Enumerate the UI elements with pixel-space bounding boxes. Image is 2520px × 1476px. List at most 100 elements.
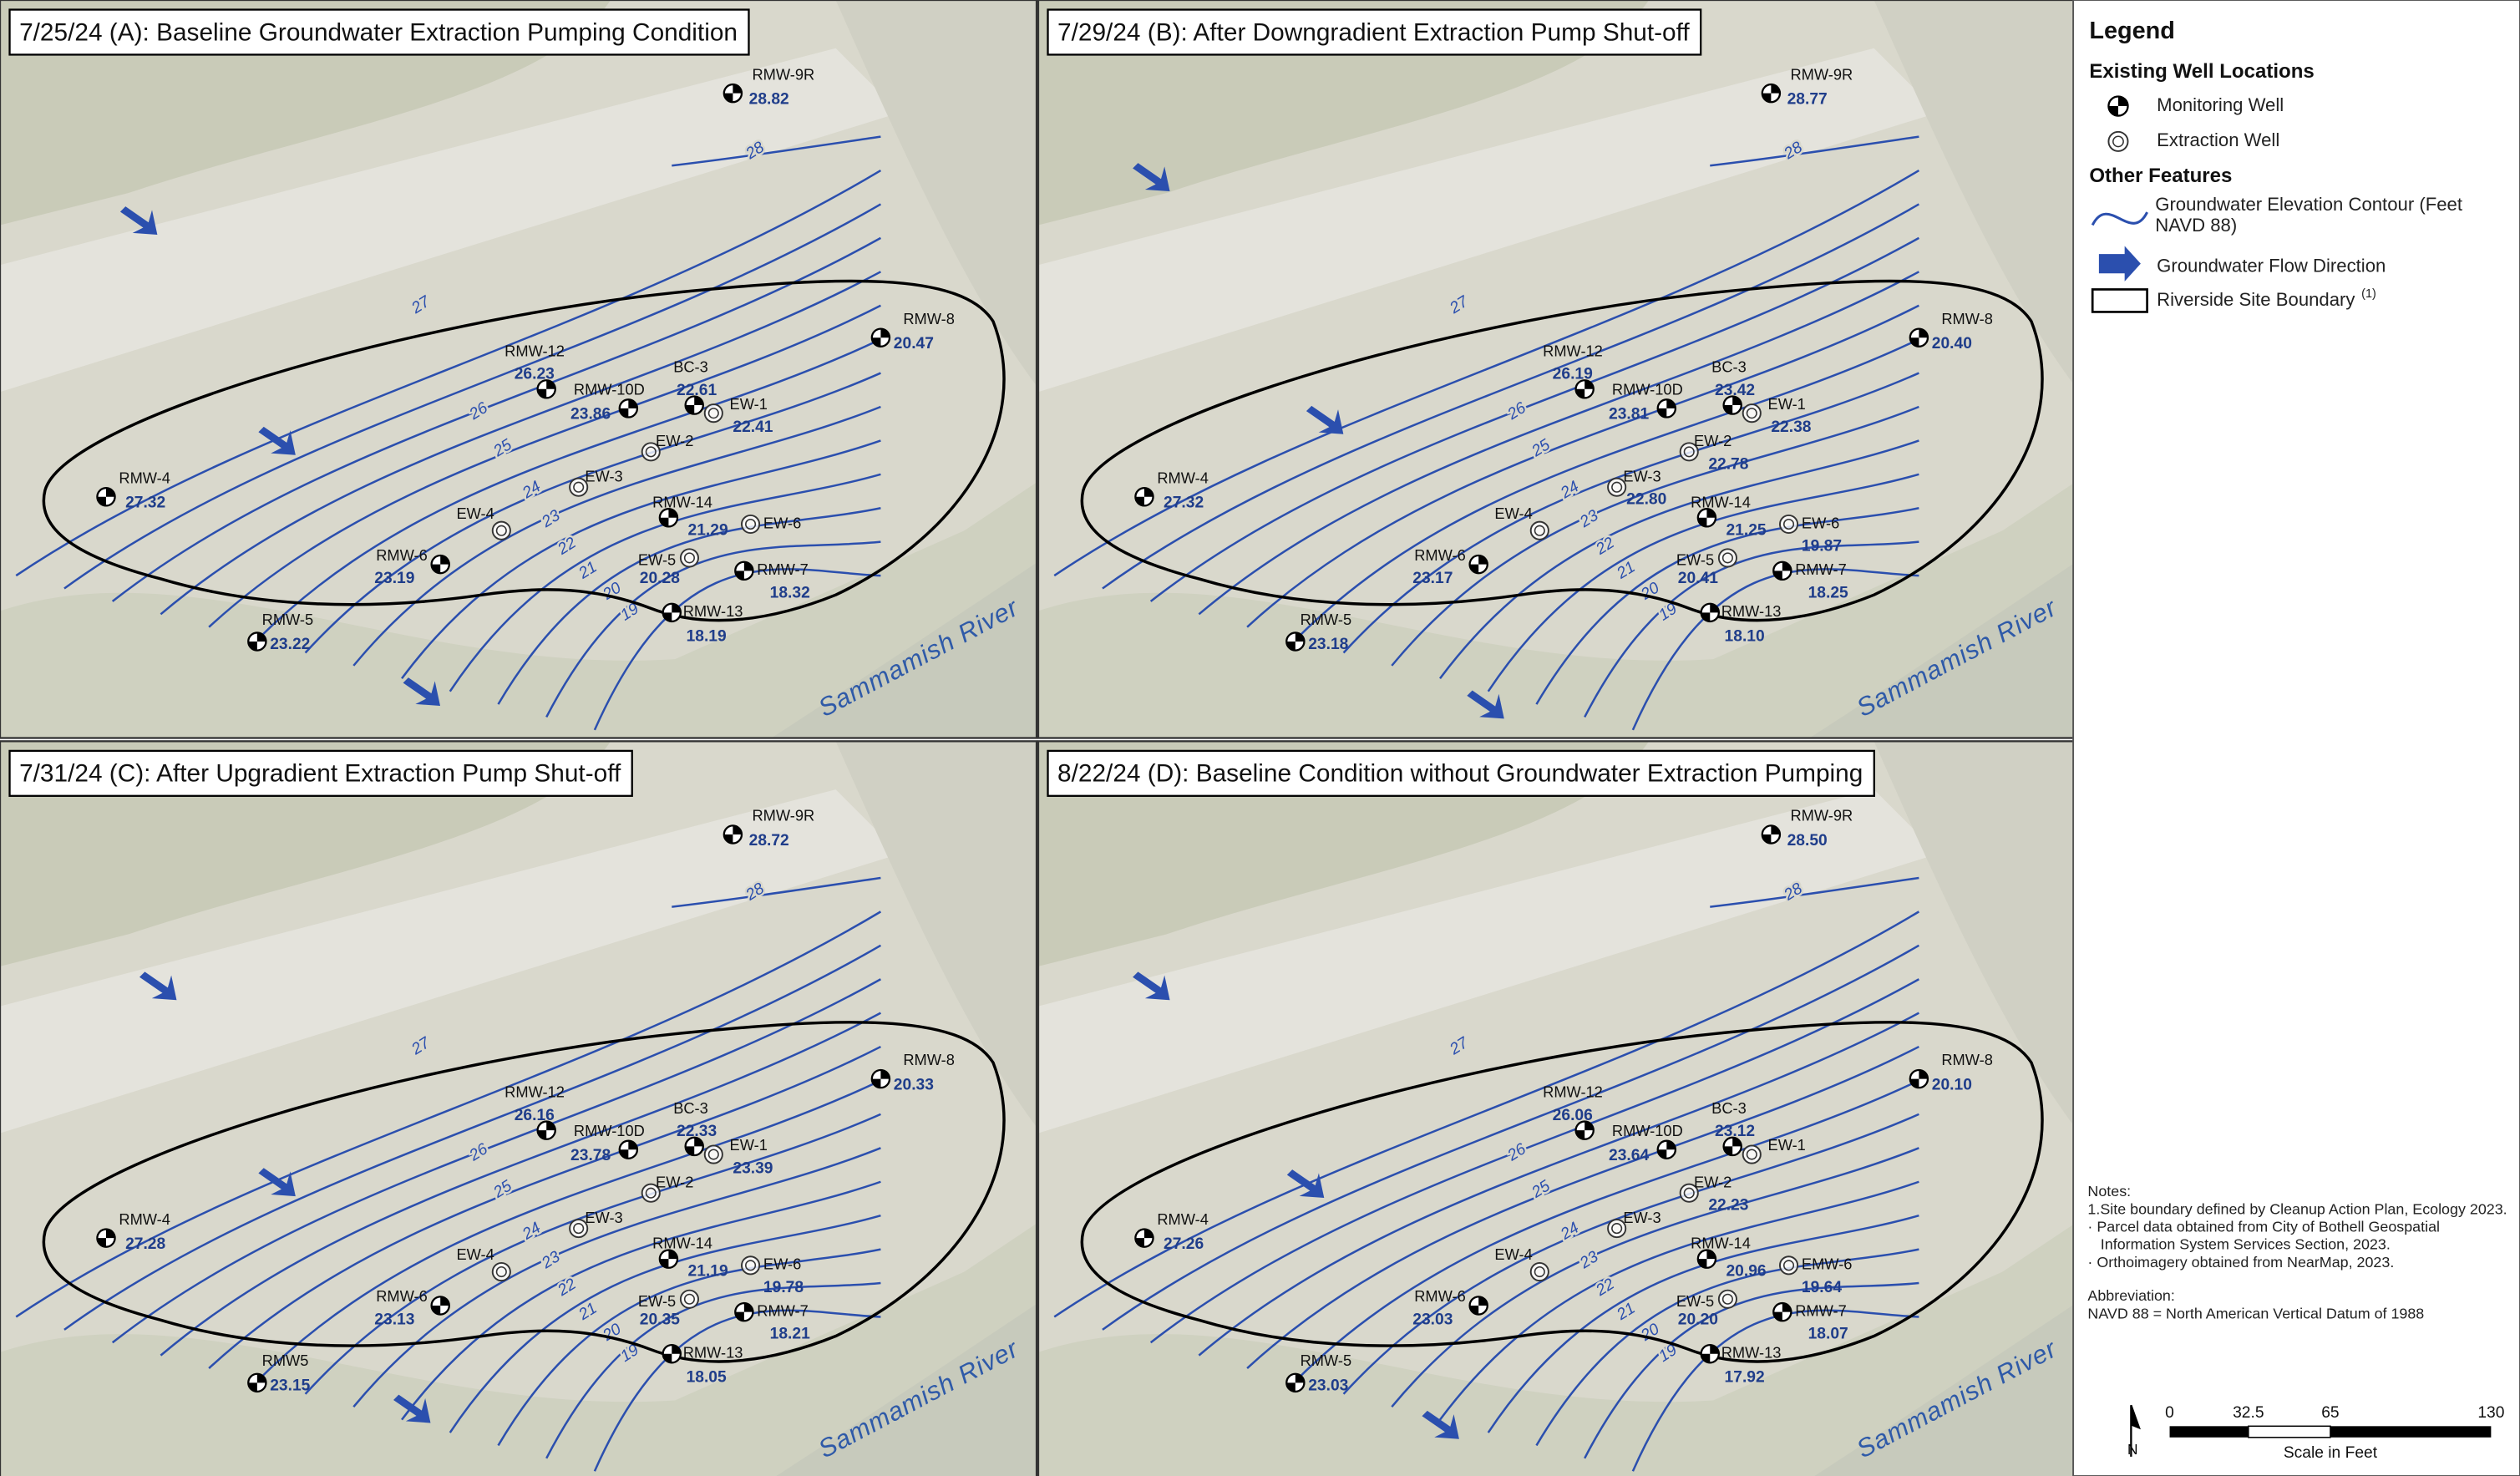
well-name: RMW-7	[1795, 1301, 1847, 1319]
well-value: 23.42	[1715, 382, 1755, 399]
river-bank	[776, 1304, 1037, 1476]
flow-arrow	[258, 1168, 296, 1197]
well-name: EW-4	[1494, 505, 1532, 522]
well-name: EW-2	[656, 1174, 693, 1191]
well-name: BC-3	[673, 1099, 708, 1117]
well-name: RMW-7	[1795, 560, 1847, 578]
contour-line	[63, 203, 882, 590]
well-name: EW-6	[763, 1255, 801, 1273]
well-name: EW-1	[730, 1136, 768, 1154]
contour-line	[1535, 507, 1919, 705]
legend-label: Extraction Well	[2157, 129, 2279, 150]
legend-label-box: Groundwater Elevation Contour (Feet NAVD…	[2155, 196, 2462, 236]
well-quarters	[1575, 380, 1594, 398]
well-name: RMW-5	[262, 611, 314, 628]
well-name: RMW-6	[376, 1287, 428, 1305]
well-quarters	[1701, 1345, 1719, 1363]
well-value: 20.28	[640, 570, 680, 587]
well-name: RMW-9R	[1790, 807, 1853, 824]
well-inner	[1782, 1260, 1795, 1271]
well-name: RMW-6	[1414, 546, 1466, 564]
well-quarters	[1135, 488, 1154, 506]
well-value: 28.82	[749, 90, 789, 108]
monitoring-well	[1909, 327, 1929, 347]
contour-line	[160, 271, 881, 616]
monitoring-well	[1696, 508, 1717, 528]
contour-line	[256, 338, 881, 641]
extraction-well	[641, 442, 661, 462]
well-quarters	[619, 1140, 637, 1159]
panel-frame	[0, 740, 1038, 1476]
flow-arrow	[403, 677, 441, 707]
well-quarters	[97, 488, 115, 506]
road	[0, 789, 900, 1134]
monitoring-well	[658, 1249, 679, 1269]
well-name: RMW-13	[683, 602, 743, 620]
well-value: 23.64	[1609, 1147, 1649, 1164]
well-name: RMW-7	[757, 560, 809, 578]
well-inner	[495, 1266, 507, 1278]
flow-arrow	[393, 1394, 431, 1423]
monitoring-well	[618, 1139, 639, 1159]
well-quarters	[659, 1250, 678, 1268]
scale-segment	[2169, 1426, 2249, 1438]
well-ring	[1742, 403, 1762, 424]
monitoring-well	[1761, 83, 1782, 104]
monitoring-well	[1772, 1301, 1792, 1322]
well-value: 28.72	[749, 832, 789, 850]
well-inner	[1683, 446, 1695, 458]
well-name: EW-2	[1694, 432, 1732, 449]
well-value: 27.28	[125, 1235, 165, 1253]
well-ring	[1529, 520, 1549, 540]
well-name: EW-6	[1802, 514, 1839, 531]
monitoring-well	[430, 554, 450, 575]
contour-line	[1710, 135, 1919, 167]
scale-label: 0	[2165, 1404, 2174, 1422]
well-value: 18.10	[1725, 627, 1765, 645]
well-value: 22.33	[677, 1123, 717, 1140]
note-item: 1.Site boundary defined by Cleanup Actio…	[2087, 1200, 2507, 1218]
contour-line	[304, 1113, 881, 1395]
contour-line	[15, 910, 882, 1318]
well-value: 23.17	[1412, 570, 1453, 587]
extraction-well	[741, 1255, 761, 1276]
monitoring-well	[1656, 1139, 1677, 1159]
well-value: 26.06	[1553, 1107, 1593, 1124]
flow-arrow	[139, 971, 177, 1001]
river-bank	[1814, 1304, 2076, 1476]
well-name: RMW-6	[376, 546, 428, 564]
contour-line	[1246, 1045, 1919, 1369]
well-value: 18.07	[1808, 1326, 1848, 1343]
extraction-well	[1607, 1219, 1627, 1239]
flow-arrow	[258, 426, 296, 455]
vegetation	[1874, 741, 2076, 1128]
well-ring	[679, 1289, 699, 1309]
well-quarters	[1723, 1137, 1742, 1155]
extraction-well	[1778, 514, 1799, 535]
contour-line	[401, 439, 881, 680]
road	[1037, 789, 1939, 1134]
well-name: EW-3	[1623, 1209, 1661, 1226]
well-name: RMW-4	[1157, 1210, 1209, 1228]
well-quarters	[1657, 399, 1676, 418]
contour-line	[208, 304, 881, 628]
contour-line	[1391, 405, 1919, 667]
well-inner	[1746, 1149, 1757, 1160]
well-value: 17.92	[1725, 1369, 1765, 1387]
well-name: EW-1	[1768, 1136, 1806, 1154]
extraction-well	[491, 1261, 511, 1282]
contour-line	[352, 405, 881, 667]
well-value: 28.77	[1787, 90, 1828, 108]
well-value: 23.03	[1308, 1377, 1348, 1394]
well-inner	[573, 481, 585, 493]
well-name: RMW-14	[1691, 493, 1751, 510]
well-value: 23.19	[374, 570, 414, 587]
contour-line	[304, 372, 881, 654]
well-value: 27.32	[1164, 495, 1204, 512]
well-name: RMW-13	[1721, 1344, 1782, 1362]
well-value: 18.19	[687, 627, 727, 645]
contour-line	[1438, 1180, 1919, 1421]
